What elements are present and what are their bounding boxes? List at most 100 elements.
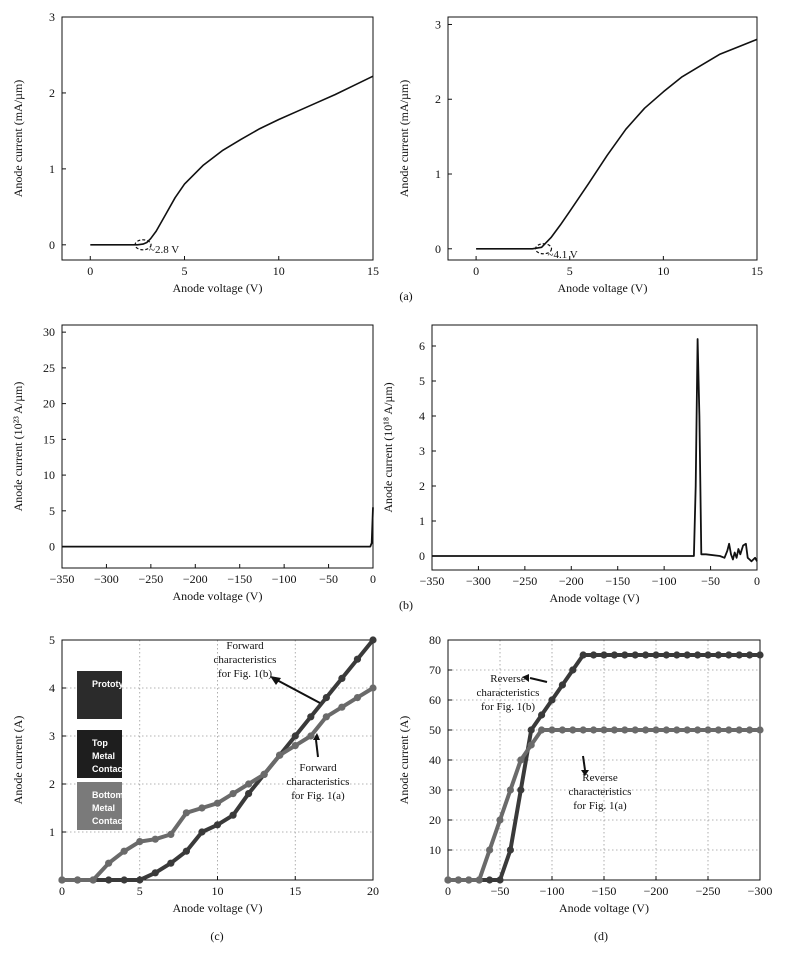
y-tick-label: 40 [429,753,441,767]
panel-caption: (a) [399,289,412,303]
y-tick-label: 3 [49,10,55,24]
arrow-head [581,770,589,776]
data-point [517,786,525,794]
y-tick-label: 1 [435,167,441,181]
data-point [652,726,660,734]
annotation-label: characteristics [569,786,632,798]
data-point [496,816,504,824]
chart-a2: 0 5 10 15 0 1 2 3 Anode voltage (V) Anode current… [397,16,763,295]
y-tick-label: 4 [49,681,55,695]
annotation-label: for Fig. 1(b) [481,701,535,713]
y-tick-label: 5 [49,504,55,518]
data-point [486,846,494,854]
data-point [735,651,743,659]
data-point [569,726,577,734]
data-point [229,790,237,798]
annotation-label: characteristics [477,687,540,699]
data-point [120,847,128,855]
data-point [631,726,639,734]
series-line [90,75,374,246]
data-point [260,770,268,779]
x-tick-label: −250 [696,884,721,898]
inset-photo [77,671,122,719]
inset-label: Contact [92,764,126,774]
x-axis-label: Anode voltage (V) [559,901,649,915]
data-point [662,726,671,734]
annotation-label: ~2.8 V [149,244,179,256]
data-point [714,726,723,734]
series-line [62,507,374,548]
data-point [58,876,66,884]
y-tick-label: 5 [49,633,55,647]
data-point [694,726,702,734]
y-tick-label: 80 [429,633,441,647]
data-point [353,655,362,663]
data-point [548,726,556,734]
x-tick-label: −300 [748,884,773,898]
data-point [369,684,377,692]
annotation-label: ~4.1 V [548,249,578,261]
y-tick-label: 0 [49,540,55,554]
data-point [579,726,587,734]
y-axis-label: Anode current (mA/µm) [397,80,411,198]
x-tick-label: −150 [592,884,617,898]
y-tick-label: 60 [429,693,441,707]
data-point [167,830,175,839]
x-tick-label: −50 [319,572,338,586]
data-point [213,821,222,829]
inset-label: Metal [92,803,115,813]
data-point [182,809,190,817]
data-point [548,696,556,704]
data-point [338,674,346,683]
y-tick-label: 10 [429,843,441,857]
inset-label: Metal [92,751,115,761]
data-point [182,847,190,855]
y-tick-label: 3 [419,444,425,458]
x-tick-label: 0 [754,574,760,588]
plot-frame [61,16,374,261]
y-tick-label: 2 [49,777,55,791]
data-point [506,846,514,854]
x-tick-label: 20 [367,884,379,898]
data-point [590,651,598,659]
y-tick-label: 2 [419,479,425,493]
x-tick-label: −200 [183,572,208,586]
y-tick-label: 3 [49,729,55,743]
data-point [213,799,222,807]
data-point [694,651,702,659]
data-point [136,876,144,884]
data-point [151,869,159,877]
data-point [307,732,315,740]
x-tick-label: −100 [272,572,297,586]
data-point [600,726,608,734]
series-line [432,338,758,563]
x-tick-label: 15 [751,264,763,278]
data-point [245,780,253,788]
data-point [735,726,743,734]
x-tick-label: 5 [137,884,143,898]
data-point [600,651,608,659]
data-point [322,694,330,702]
annotation-label: characteristics [287,776,350,788]
y-tick-label: 6 [419,339,425,353]
data-point [486,876,494,884]
data-point [590,726,598,734]
x-axis-label: Anode voltage (V) [550,591,640,605]
y-tick-label: 25 [43,361,55,375]
x-tick-label: 0 [87,264,93,278]
x-tick-label: −350 [420,574,445,588]
x-tick-label: −150 [227,572,252,586]
annotation-label: characteristics [214,654,277,666]
y-axis-label: Anode current (A) [397,716,411,805]
data-point [245,790,253,798]
x-tick-label: 0 [445,884,451,898]
annotation-arrow [315,739,319,758]
y-tick-label: 10 [43,468,55,482]
data-point [353,694,362,702]
annotation-label: for Fig. 1(a) [291,790,345,802]
y-tick-label: 50 [429,723,441,737]
x-tick-label: −250 [512,574,537,588]
annotation-label: for Fig. 1(b) [218,668,272,680]
y-tick-label: 30 [429,783,441,797]
